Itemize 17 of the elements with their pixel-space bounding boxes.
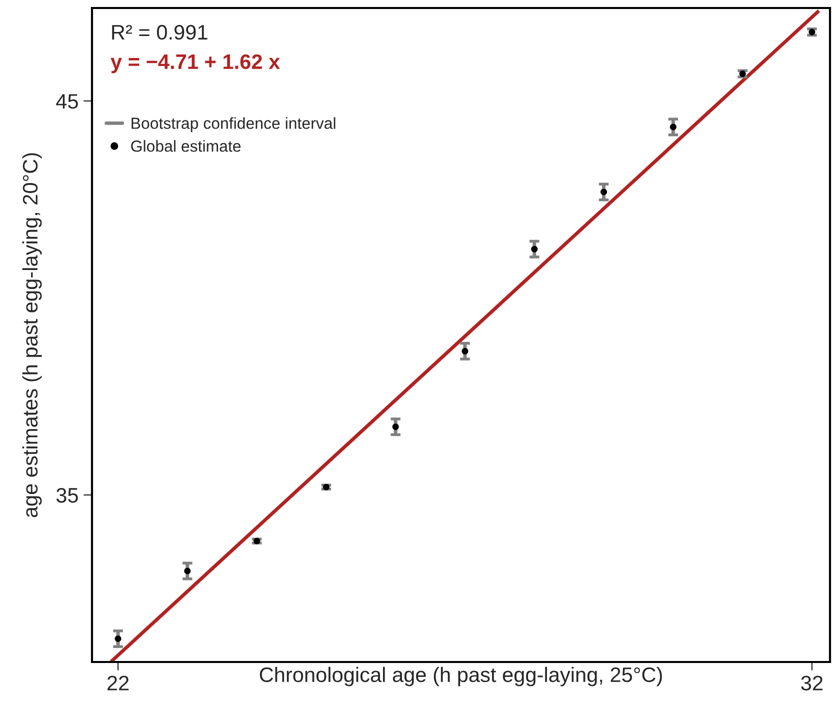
point — [462, 348, 468, 354]
x-tick-label: 32 — [801, 676, 822, 690]
point — [392, 424, 399, 430]
point — [531, 246, 538, 252]
point — [184, 568, 191, 574]
text: y = −4.71 + 1.62 x — [110, 54, 280, 74]
point — [114, 636, 122, 642]
point — [600, 188, 608, 196]
y-axis-title: age estimates (h past egg-laying, 20°C) — [22, 153, 42, 518]
point — [670, 124, 676, 130]
annotation: R² = 0.991 — [112, 24, 208, 40]
x-axis-title: Chronological age (h past egg-laying, 25°C) — [260, 666, 662, 686]
x-tick-label: 22 — [107, 676, 129, 690]
y-tick-label: 45 — [56, 94, 78, 109]
legend-label: Global estimate — [131, 140, 241, 152]
annotation: Bootstrap confidence interval — [132, 117, 336, 132]
y-tick-label: 35 — [56, 488, 78, 503]
